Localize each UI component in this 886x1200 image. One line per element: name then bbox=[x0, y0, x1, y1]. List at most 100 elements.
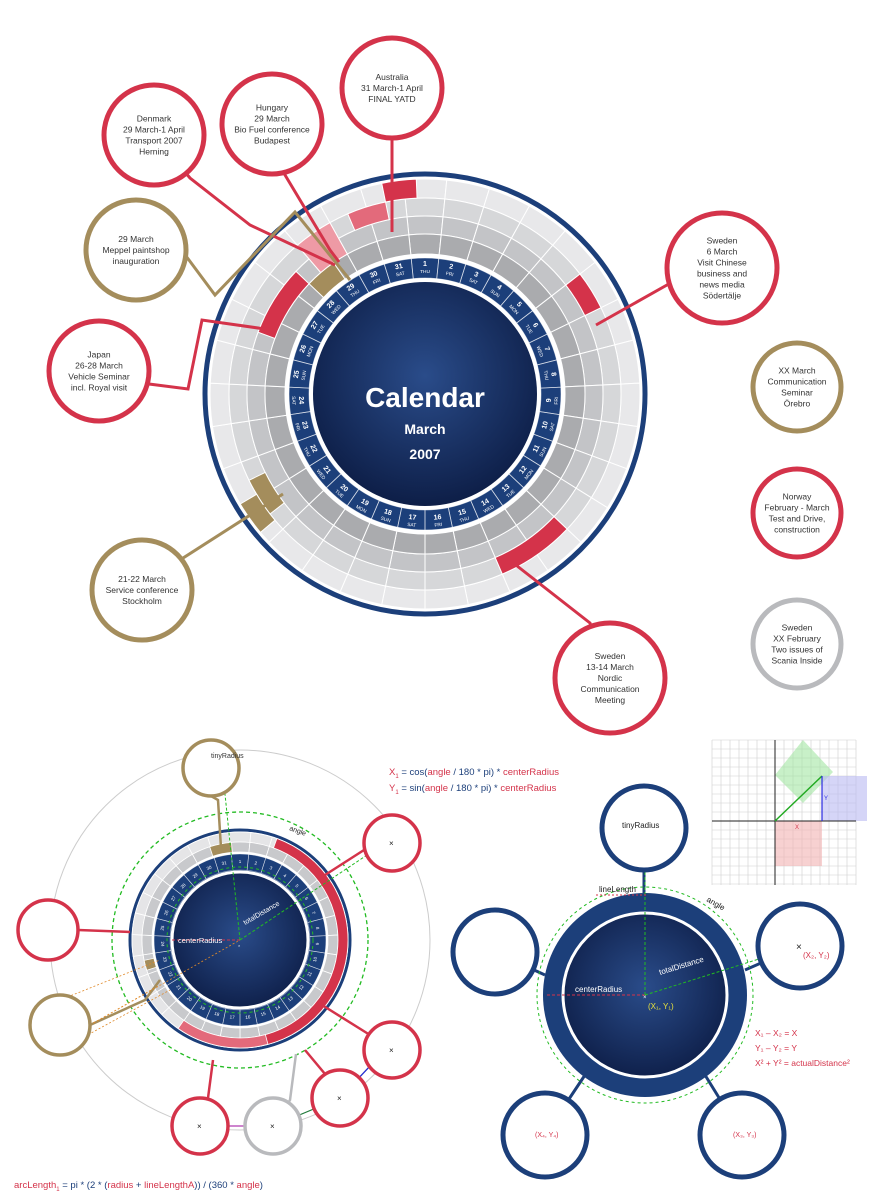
left-day-label: 30 bbox=[206, 864, 213, 871]
day-weekday: THU bbox=[542, 370, 550, 381]
ring-cell bbox=[582, 384, 604, 422]
total-distance-line bbox=[239, 842, 386, 941]
right-tiny-radius-label: tinyRadius bbox=[622, 821, 659, 830]
event-highlight bbox=[347, 201, 390, 232]
bubble-sweden-nordic bbox=[552, 620, 668, 736]
event-highlight bbox=[257, 270, 310, 340]
left-day-number: 14 bbox=[274, 1004, 281, 1011]
bubble-text: FINAL YATD bbox=[368, 94, 415, 104]
day-number: 18 bbox=[383, 508, 393, 517]
day-number: 21 bbox=[321, 465, 331, 476]
right-angle-label: angle bbox=[705, 895, 727, 913]
bubble-text: news media bbox=[699, 280, 745, 290]
left-ring-cell bbox=[228, 831, 252, 843]
ring-cell bbox=[559, 353, 586, 388]
left-day-label: 18 bbox=[214, 1011, 221, 1017]
right-bubble bbox=[599, 783, 689, 873]
left-day-number: 28 bbox=[180, 882, 187, 889]
bubble-communication-seminar bbox=[750, 340, 844, 434]
bubble-text: Service conference bbox=[106, 585, 179, 595]
day-number: 2 bbox=[448, 263, 453, 271]
left-tiny-radius-label: tinyRadius bbox=[211, 753, 244, 760]
ring-cell bbox=[600, 383, 622, 425]
bubble-text: Two issues of bbox=[771, 645, 823, 655]
left-day-label: 14 bbox=[274, 1004, 281, 1011]
left-day-label: 1 bbox=[239, 859, 242, 864]
day-weekday: TUE bbox=[505, 489, 516, 500]
left-ring-cell bbox=[141, 934, 154, 956]
day-number: 25 bbox=[293, 370, 301, 379]
left-day-label: 22 bbox=[167, 971, 174, 978]
bottom-right-coord: (X₃, Y₃) bbox=[733, 1132, 756, 1139]
day-weekday: SAT bbox=[290, 396, 296, 405]
bubble-text: 29 March bbox=[118, 234, 154, 244]
bubble-text: Meppel paintshop bbox=[102, 245, 169, 255]
left-day-label: 19 bbox=[199, 1004, 206, 1011]
left-day-number: 24 bbox=[160, 941, 165, 947]
day-weekday: WED bbox=[483, 504, 496, 515]
bubble-text: Communication bbox=[767, 377, 826, 387]
day-number: 12 bbox=[518, 465, 528, 476]
x-mark: × bbox=[389, 1046, 394, 1055]
left-day-label: 10 bbox=[312, 956, 318, 963]
bubble-text: 29 March bbox=[254, 114, 290, 124]
day-weekday: SAT bbox=[468, 277, 479, 286]
day-weekday: TUE bbox=[333, 489, 344, 500]
left-day-label: 13 bbox=[287, 995, 294, 1002]
angle-label: angle bbox=[288, 825, 307, 837]
day-weekday: SAT bbox=[407, 522, 417, 529]
left-bubble bbox=[310, 1068, 370, 1128]
left-day-number: 20 bbox=[186, 995, 193, 1002]
left-day-number: 26 bbox=[163, 909, 170, 916]
left-day-number: 12 bbox=[298, 984, 305, 991]
left-day-label: 24 bbox=[160, 941, 165, 947]
day-weekday: SUN bbox=[301, 370, 309, 381]
left-bubble bbox=[181, 738, 241, 798]
right-bubble bbox=[755, 901, 845, 991]
bubble-text: Södertälje bbox=[703, 291, 742, 301]
left-day-label: 17 bbox=[229, 1014, 235, 1020]
day-weekday: FRI bbox=[434, 522, 442, 529]
day-label: 25 SUN bbox=[293, 370, 309, 381]
left-day-number: 23 bbox=[162, 956, 168, 963]
left-day-number: 13 bbox=[287, 995, 294, 1002]
day-weekday: THU bbox=[302, 446, 312, 458]
left-day-number: 17 bbox=[229, 1014, 235, 1020]
ring-cell bbox=[264, 353, 291, 388]
ring-cell bbox=[562, 385, 586, 419]
day-weekday: MON bbox=[524, 468, 536, 481]
left-day-label: 4 bbox=[282, 873, 287, 879]
construction-line bbox=[59, 959, 161, 1001]
left-day-number: 18 bbox=[214, 1011, 221, 1017]
day-number: 13 bbox=[501, 483, 512, 493]
left-day-number: 1 bbox=[239, 859, 242, 864]
left-day-label: 26 bbox=[163, 909, 170, 916]
day-weekday: FRI bbox=[293, 423, 301, 432]
left-day-label: 6 bbox=[304, 896, 310, 901]
day-number: 29 bbox=[346, 283, 356, 293]
left-day-number: 15 bbox=[260, 1011, 267, 1017]
bubble-text: 21-22 March bbox=[118, 574, 166, 584]
ring-cell bbox=[209, 382, 232, 428]
right-bubbles: × bbox=[450, 783, 845, 1180]
day-number: 6 bbox=[531, 322, 539, 329]
bubble-text: 6 March bbox=[707, 247, 738, 257]
bubble-hungary bbox=[219, 71, 325, 177]
ring-cell bbox=[618, 382, 641, 428]
center-radius-label: centerRadius bbox=[178, 936, 222, 945]
bubble-text: Communication bbox=[580, 684, 639, 694]
left-bubble bbox=[16, 898, 80, 962]
left-day-number: 6 bbox=[304, 896, 310, 901]
day-number: 10 bbox=[541, 420, 550, 429]
left-day-label: 12 bbox=[298, 984, 305, 991]
